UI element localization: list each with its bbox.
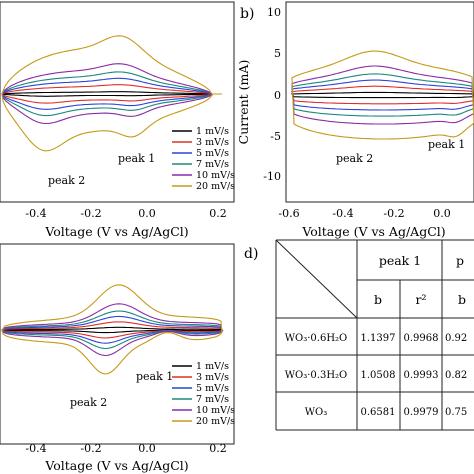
panel-c-frame	[0, 243, 235, 445]
legend-label: 7 mV/s	[196, 394, 229, 405]
table-row2-b1: 1.0508	[361, 370, 396, 381]
table-row1-label: WO₃·0.6H₂O	[285, 333, 348, 344]
table-row2-r2: 0.9993	[404, 370, 439, 381]
panel-b-peak2-label: peak 2	[336, 152, 373, 165]
table-row2-b2: 0.82	[445, 370, 467, 381]
panel-b-xlabel: Voltage (V vs Ag/AgCl)	[301, 224, 445, 239]
panel-b-cv-curve	[291, 73, 474, 117]
table-sub-b2: b	[458, 292, 466, 307]
x-tick-label: -0.6	[278, 207, 299, 220]
legend-label: 10 mV/s	[196, 405, 235, 416]
panel-b-cv-curve	[291, 65, 474, 125]
table-sub-b1: b	[374, 292, 382, 307]
panel-a-frame	[0, 1, 235, 203]
panel-a-legend: 1 mV/s3 mV/s5 mV/s7 mV/s10 mV/s20 mV/s	[172, 126, 235, 192]
panel-a-cv-curve	[1, 84, 222, 104]
panel-b-cv-curve	[291, 50, 474, 140]
x-tick-label: 0.2	[209, 207, 227, 220]
panel-c-peak1-label: peak 1	[136, 370, 173, 383]
legend-label: 5 mV/s	[196, 383, 229, 394]
y-tick-label: -10	[263, 170, 281, 183]
legend-label: 3 mV/s	[196, 137, 229, 148]
table-row3-r2: 0.9979	[404, 407, 439, 418]
panel-b-cv-curve	[290, 91, 474, 99]
legend-label: 5 mV/s	[196, 148, 229, 159]
panel-d-table	[275, 239, 474, 431]
table-header-peak2-partial: p	[456, 253, 464, 268]
panel-a-cv-curve	[1, 91, 222, 97]
tick-labels: -0.4 -0.2 0.0 0.2 -0.6 -0.4 -0.2 0.0 -0.4 -0.2 0.0…	[25, 6, 450, 455]
table-row3-label: WO₃	[305, 407, 328, 418]
panel-c-xlabel: Voltage (V vs Ag/AgCl)	[44, 458, 188, 473]
panel-a-plot	[1, 35, 222, 152]
legend-label: 20 mV/s	[196, 416, 235, 427]
x-tick-label: 0.0	[433, 207, 451, 220]
panel-a-peak1-label: peak 1	[118, 152, 155, 165]
panel-b-ylabel: Current (mA)	[236, 60, 251, 145]
panel-b-peak1-label: peak 1	[428, 138, 465, 151]
x-tick-label: -0.2	[383, 207, 404, 220]
panel-a-xlabel: Voltage (V vs Ag/AgCl)	[44, 224, 188, 239]
table-row3-b2: 0.75	[445, 407, 467, 418]
panel-d-label: d)	[244, 246, 258, 262]
panel-b-frame	[285, 1, 474, 203]
legend-label: 10 mV/s	[196, 170, 235, 181]
x-tick-label: -0.2	[80, 207, 101, 220]
table-row3-b1: 0.6581	[361, 407, 396, 418]
x-tick-label: 0.0	[138, 207, 156, 220]
panel-c-legend: 1 mV/s3 mV/s5 mV/s7 mV/s10 mV/s20 mV/s	[172, 361, 235, 427]
legend-label: 1 mV/s	[196, 126, 229, 137]
table-row1-b2: 0.92	[445, 333, 467, 344]
panel-c-cv-curve	[1, 284, 223, 375]
panel-a-cv-curve	[1, 35, 222, 152]
panel-b-cv-curve	[291, 85, 474, 105]
panel-a-cv-curve	[1, 71, 222, 117]
table-row2-label: WO₃·0.3H₂O	[285, 370, 348, 381]
panel-b-cv-curve	[291, 79, 474, 111]
legend-label: 1 mV/s	[196, 361, 229, 372]
panel-a-cv-curve	[1, 77, 222, 110]
table-sub-r2: r²	[416, 292, 427, 307]
x-tick-label: 0.2	[209, 442, 227, 455]
y-tick-label: 5	[274, 47, 281, 60]
table-row1-r2: 0.9968	[404, 333, 439, 344]
x-tick-label: -0.4	[332, 207, 353, 220]
panel-b-label: b)	[240, 6, 254, 22]
panel-a-peak2-label: peak 2	[48, 174, 85, 187]
panel-b-plot	[290, 50, 474, 140]
y-tick-label: -5	[270, 130, 281, 143]
legend-label: 20 mV/s	[196, 181, 235, 192]
y-tick-label: 0	[274, 89, 281, 102]
panel-c-peak2-label: peak 2	[70, 396, 107, 409]
table-row1-b1: 1.1397	[361, 333, 396, 344]
y-tick-label: 10	[267, 6, 281, 19]
table-header-peak1: peak 1	[379, 253, 421, 268]
panel-a-cv-curve	[1, 63, 222, 125]
x-tick-label: -0.4	[25, 442, 46, 455]
panel-c-plot	[0, 284, 224, 375]
legend-label: 7 mV/s	[196, 159, 229, 170]
x-tick-label: -0.2	[80, 442, 101, 455]
legend-label: 3 mV/s	[196, 372, 229, 383]
x-tick-label: 0.0	[138, 442, 156, 455]
x-tick-label: -0.4	[25, 207, 46, 220]
